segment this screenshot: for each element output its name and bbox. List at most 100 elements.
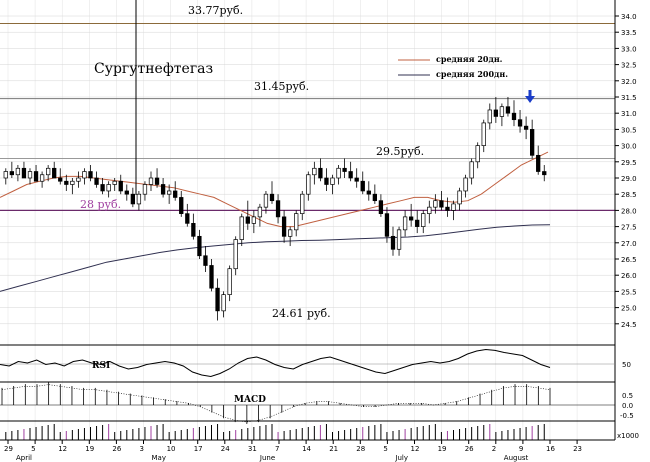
candle-down xyxy=(88,171,93,179)
macd-tick-neg-0-5: -0.5 xyxy=(620,412,634,420)
candle-up xyxy=(76,177,81,182)
candle-down xyxy=(160,184,166,195)
candle-up xyxy=(288,229,293,237)
candle-up xyxy=(3,171,8,179)
candle-up xyxy=(336,167,341,179)
rsi-line xyxy=(0,348,551,378)
candle-up xyxy=(487,109,492,124)
month-label: April xyxy=(16,454,32,462)
macd-histogram xyxy=(1,382,551,424)
level-label-31-45: 31.45руб. xyxy=(254,80,309,93)
candle-up xyxy=(481,122,486,146)
price-tick-label: 33.5 xyxy=(621,29,637,37)
price-axis-ticks: 24.5 25.0 25.5 26.0 26.5 27.0 27.5 28.0 28.5 29.0… xyxy=(615,13,637,329)
candle-down xyxy=(493,109,498,117)
legend-label-ma20: средняя 20дн. xyxy=(436,54,503,64)
ma200-path xyxy=(0,224,551,292)
price-tick-label: 30.5 xyxy=(621,126,637,134)
candle-down xyxy=(439,200,444,208)
candle-down xyxy=(536,154,541,172)
candle-up xyxy=(227,268,232,295)
candle-down xyxy=(245,216,250,224)
candle-down xyxy=(9,171,15,176)
price-tick-label: 29.5 xyxy=(621,159,637,167)
candle-down xyxy=(21,167,27,179)
price-tick-label: 31.5 xyxy=(621,94,637,102)
month-label: May xyxy=(152,454,166,462)
rsi-label: RSI xyxy=(92,361,110,371)
ma200-line xyxy=(0,224,551,292)
rsi-path xyxy=(0,348,551,378)
candle-down xyxy=(203,255,208,266)
candle-down xyxy=(179,197,184,214)
macd-tick-0-0: 0.0 xyxy=(622,402,633,410)
candle-down xyxy=(64,180,69,185)
candle-up xyxy=(45,167,51,176)
price-tick-label: 34.0 xyxy=(621,13,637,21)
candle-up xyxy=(257,206,263,218)
date-tick-label: 12 xyxy=(58,445,67,453)
price-tick-label: 30.0 xyxy=(621,143,637,151)
candle-down xyxy=(318,167,323,179)
candle-down xyxy=(390,235,396,250)
price-tick-label: 27.5 xyxy=(621,224,637,232)
candle-up xyxy=(106,184,111,192)
candle-up xyxy=(167,190,172,195)
candle-up xyxy=(457,190,462,205)
candle-down xyxy=(384,213,390,237)
date-tick-label: 3 xyxy=(140,445,144,453)
chart-title: Сургутнефтегаз xyxy=(94,61,213,77)
candle-down xyxy=(58,177,63,182)
date-tick-label: 21 xyxy=(329,445,338,453)
candle-up xyxy=(70,180,75,185)
candle-down xyxy=(372,193,377,202)
candle-down xyxy=(154,177,160,185)
candle-down xyxy=(94,177,99,185)
price-tick-label: 32.0 xyxy=(621,78,637,86)
price-tick-label: 31.0 xyxy=(621,110,637,118)
date-tick-label: 10 xyxy=(167,445,176,453)
date-tick-label: 7 xyxy=(275,445,279,453)
candle-down xyxy=(415,219,420,227)
candle-up xyxy=(221,294,226,312)
candle-down xyxy=(209,265,214,289)
date-tick-label: 5 xyxy=(31,445,35,453)
candle-down xyxy=(191,223,196,237)
macd-signal-path xyxy=(1,384,551,423)
macd-tick-0-5: 0.5 xyxy=(622,392,633,400)
candle-down xyxy=(542,171,547,176)
date-tick-label: 23 xyxy=(573,445,582,453)
candle-down xyxy=(354,177,359,182)
candle-down xyxy=(118,180,123,192)
candle-up xyxy=(433,200,438,208)
candle-down xyxy=(100,184,105,192)
price-tick-label: 27.0 xyxy=(621,240,637,248)
date-axis-ticks: 29 5 12 19 26 3 10 17 24 31 7 14 21 28 5 12 19 26 2 9 16 23 xyxy=(4,440,582,453)
candle-down xyxy=(517,119,523,127)
candle-up xyxy=(136,193,142,205)
candle-up xyxy=(142,184,148,195)
macd-label: MACD xyxy=(234,395,266,405)
candle-down xyxy=(511,112,517,121)
candle-down xyxy=(529,129,535,156)
price-tick-label: 25.5 xyxy=(621,288,637,296)
candle-up xyxy=(463,177,468,192)
candle-down xyxy=(33,171,39,182)
month-labels: April May June July August xyxy=(16,454,529,462)
candle-down xyxy=(342,167,347,172)
candle-up xyxy=(421,213,426,227)
candle-down xyxy=(378,200,384,214)
candle-up xyxy=(27,171,33,179)
price-tick-label: 28.0 xyxy=(621,207,637,215)
level-label-28: 28 руб. xyxy=(80,198,121,211)
date-tick-label: 24 xyxy=(221,445,230,453)
candle-down xyxy=(124,190,129,195)
month-label: July xyxy=(394,454,408,462)
price-tick-label: 24.5 xyxy=(621,321,637,329)
candle-down xyxy=(324,177,329,185)
legend: средняя 20дн. средняя 200дн. xyxy=(398,54,508,79)
date-tick-label: 28 xyxy=(356,445,365,453)
candle-down xyxy=(348,171,353,179)
date-tick-label: 26 xyxy=(112,445,121,453)
